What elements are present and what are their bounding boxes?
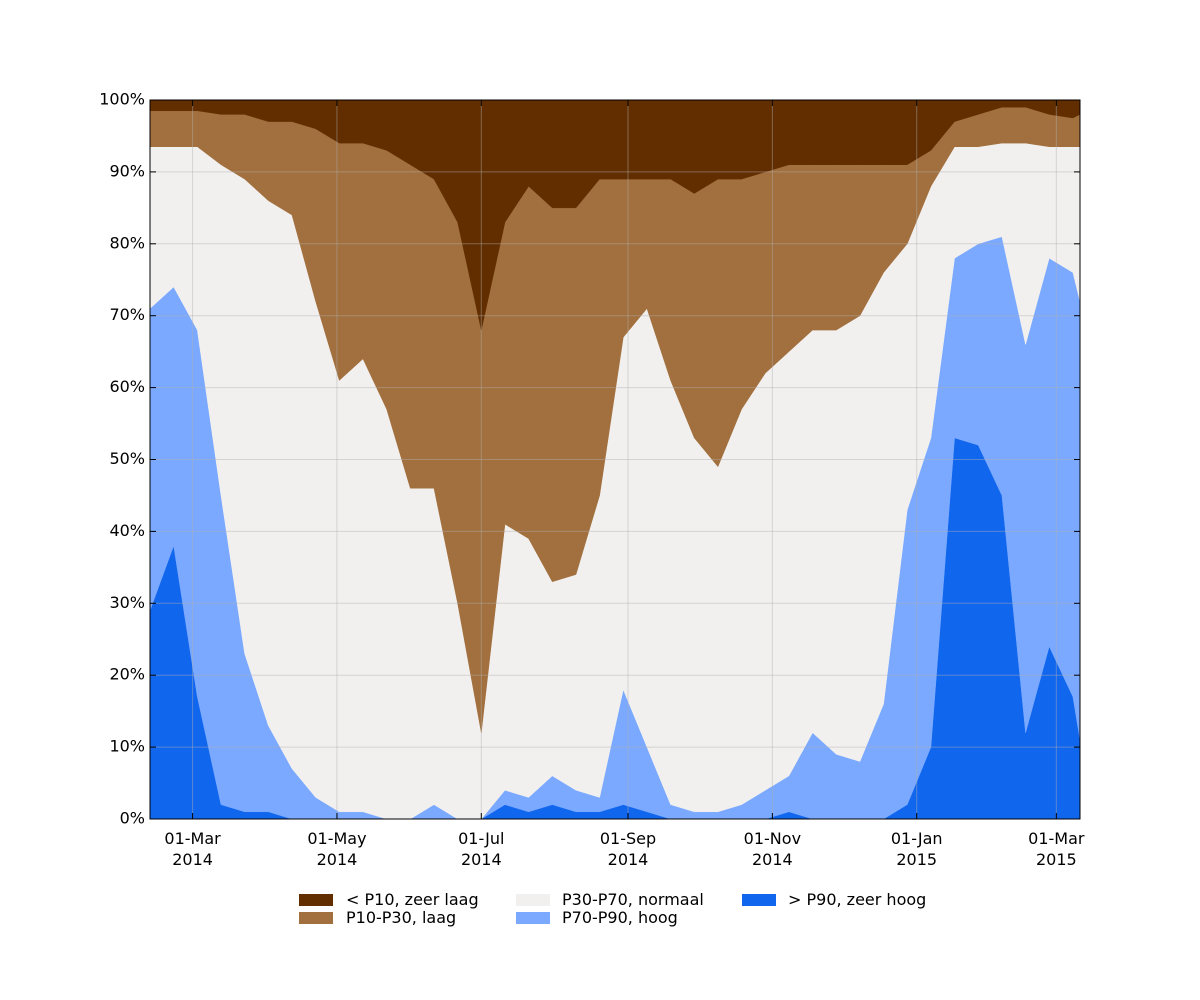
y-tick-label: 50% [109, 449, 145, 468]
legend-label: P30-P70, normaal [562, 890, 704, 909]
legend-swatch [299, 894, 333, 906]
y-tick-label: 0% [120, 809, 145, 828]
y-tick-label: 90% [109, 161, 145, 180]
x-tick-label: 01-Mar 2014 [164, 829, 221, 869]
legend-label: > P90, zeer hoog [788, 890, 927, 909]
y-tick-label: 80% [109, 233, 145, 252]
x-tick-label: 01-Nov 2014 [743, 829, 802, 869]
y-tick-label: 60% [109, 377, 145, 396]
y-tick-label: 20% [109, 665, 145, 684]
legend-swatch [516, 894, 550, 906]
legend-swatch [742, 894, 776, 906]
plot-frame [149, 99, 1081, 820]
legend-swatch [299, 912, 333, 924]
y-tick-label: 40% [109, 521, 145, 540]
legend-label: P10-P30, laag [346, 908, 457, 927]
y-tick-label: 10% [109, 737, 145, 756]
x-tick-label: 01-Mar 2015 [1028, 829, 1085, 869]
legend-swatch [516, 912, 550, 924]
y-tick-label: 70% [109, 305, 145, 324]
y-tick-label: 30% [109, 593, 145, 612]
x-tick-label: 01-Jan 2015 [890, 829, 943, 869]
x-tick-label: 01-Jul 2014 [458, 829, 505, 869]
x-tick-label: 01-May 2014 [307, 829, 367, 869]
legend-label: P70-P90, hoog [562, 908, 678, 927]
y-tick-label: 100% [99, 90, 145, 109]
legend-label: < P10, zeer laag [346, 890, 479, 909]
x-tick-label: 01-Sep 2014 [599, 829, 657, 869]
